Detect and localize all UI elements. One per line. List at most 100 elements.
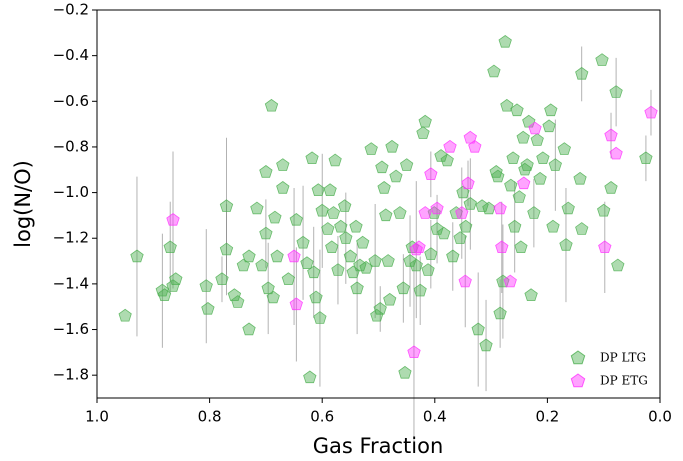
- data-point: [393, 206, 407, 219]
- data-point: [503, 274, 517, 288]
- data-point: [536, 151, 550, 165]
- plot-frame: [96, 9, 661, 399]
- y-tick-label: −1.4: [53, 274, 89, 292]
- data-point: [375, 160, 389, 174]
- data-point: [227, 288, 242, 302]
- data-point: [407, 345, 421, 359]
- data-point: [463, 197, 477, 210]
- data-point: [498, 35, 512, 48]
- data-point: [604, 128, 618, 142]
- data-point: [597, 203, 611, 217]
- data-point: [259, 226, 273, 240]
- data-point: [430, 201, 444, 215]
- data-point: [166, 213, 180, 226]
- data-point: [575, 66, 589, 80]
- data-point: [506, 151, 520, 165]
- data-point: [430, 222, 444, 235]
- data-point: [368, 254, 382, 267]
- x-tick-label: 0.2: [535, 408, 559, 426]
- x-tick-label: 1.0: [85, 408, 109, 426]
- data-point: [459, 219, 473, 233]
- x-tick-label: 0.8: [198, 408, 222, 426]
- data-point: [231, 295, 245, 308]
- data-point: [504, 178, 518, 192]
- data-point: [455, 206, 469, 219]
- x-tick-label: 0.4: [423, 408, 447, 426]
- data-point: [276, 158, 290, 171]
- data-point: [338, 199, 352, 212]
- data-point: [343, 249, 357, 263]
- data-point: [250, 201, 264, 215]
- data-point: [309, 290, 323, 304]
- data-point: [446, 249, 460, 263]
- data-point: [339, 231, 353, 244]
- data-point: [598, 240, 612, 254]
- data-point: [118, 308, 132, 322]
- data-point: [575, 222, 589, 235]
- data-point: [296, 235, 310, 249]
- data-point: [331, 263, 345, 276]
- data-point: [443, 139, 457, 153]
- data-point: [350, 281, 364, 295]
- data-point: [409, 258, 423, 272]
- data-point: [413, 283, 427, 297]
- data-point: [427, 206, 441, 219]
- data-point: [542, 119, 556, 133]
- data-point: [261, 281, 275, 295]
- data-point: [500, 98, 514, 112]
- data-point: [508, 219, 522, 233]
- y-tick-label: −1.0: [53, 183, 89, 201]
- data-point: [313, 311, 327, 324]
- y-tick-label: −0.8: [53, 137, 89, 155]
- data-point: [544, 103, 558, 117]
- data-point: [389, 169, 403, 183]
- data-point: [370, 308, 384, 322]
- data-point: [639, 151, 653, 165]
- y-tick-label: −1.2: [53, 229, 89, 247]
- data-point: [219, 242, 234, 256]
- data-point: [424, 247, 438, 260]
- data-point: [548, 158, 562, 171]
- data-point: [377, 181, 391, 194]
- data-point: [479, 338, 493, 352]
- data-point: [482, 201, 496, 215]
- data-point: [353, 258, 367, 272]
- data-point: [533, 171, 547, 185]
- data-point: [268, 210, 282, 224]
- data-point: [491, 169, 505, 183]
- data-point: [516, 130, 530, 144]
- data-point: [573, 171, 587, 185]
- data-point: [328, 153, 342, 167]
- data-point: [493, 306, 507, 320]
- data-point: [514, 240, 528, 254]
- data-point: [303, 370, 317, 384]
- data-point: [604, 181, 618, 194]
- data-point: [524, 288, 538, 302]
- data-point: [259, 165, 273, 178]
- data-point: [334, 219, 348, 233]
- legend-marker: [570, 373, 586, 388]
- data-point: [323, 183, 337, 197]
- data-point: [215, 272, 229, 286]
- y-tick-label: −1.8: [53, 366, 89, 384]
- data-point: [400, 158, 414, 171]
- data-point: [403, 254, 417, 267]
- data-point: [311, 183, 325, 197]
- data-point: [461, 176, 475, 190]
- y-tick-label: −0.4: [53, 46, 89, 64]
- y-axis-label: log(N/O): [11, 160, 35, 248]
- data-point: [471, 322, 485, 336]
- y-tick-label: −0.6: [53, 92, 89, 110]
- data-point: [219, 199, 234, 212]
- data-point: [453, 231, 467, 244]
- data-point: [199, 279, 213, 292]
- data-point: [487, 64, 501, 78]
- data-point: [315, 203, 329, 217]
- y-tick-label: −0.2: [53, 1, 89, 19]
- data-point: [270, 249, 284, 263]
- data-point: [434, 149, 448, 162]
- data-point: [349, 219, 363, 233]
- data-point: [325, 240, 339, 254]
- data-point: [557, 142, 571, 155]
